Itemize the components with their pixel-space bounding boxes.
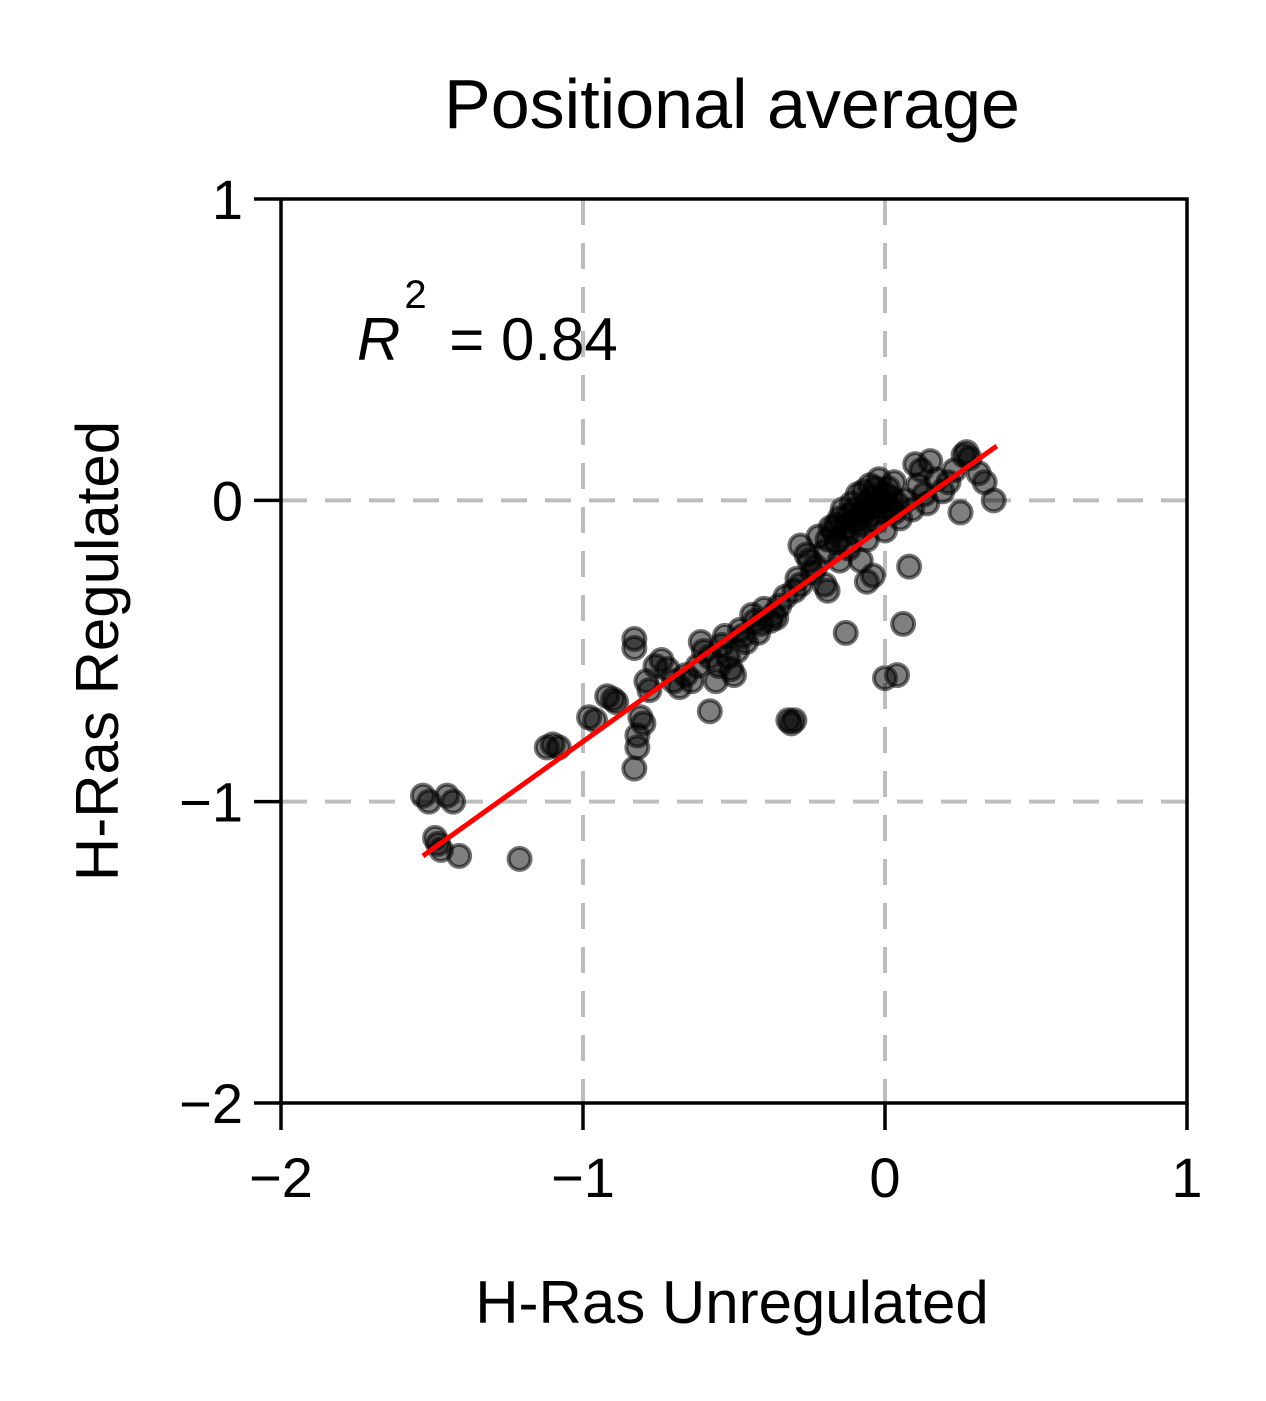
data-point (859, 562, 886, 589)
data-point (814, 577, 841, 604)
x-tick-label: 0 (869, 1146, 900, 1209)
data-point (872, 665, 898, 692)
data-point (506, 845, 533, 872)
y-tick-label: −2 (179, 1072, 243, 1135)
r-symbol: R (357, 306, 400, 373)
data-point (896, 553, 923, 580)
data-point (696, 698, 723, 725)
y-tick-label: −1 (179, 771, 243, 834)
r-squared-annotation: R2 = 0.84 (357, 273, 618, 373)
data-point (624, 734, 651, 761)
x-axis-ticks: −2 −1 0 1 (249, 1103, 1203, 1209)
chart-title: Positional average (444, 65, 1020, 143)
data-point (890, 610, 917, 637)
y-axis-ticks: −2 −1 0 1 (179, 168, 281, 1135)
r-superscript: 2 (404, 273, 426, 317)
regression-line (421, 444, 999, 858)
data-point (446, 842, 473, 869)
data-point (603, 689, 630, 716)
data-point (440, 788, 467, 815)
data-point (721, 662, 747, 689)
data-point (832, 619, 859, 646)
x-tick-label: 1 (1171, 1146, 1202, 1209)
data-point (621, 634, 648, 661)
x-tick-label: −2 (249, 1146, 313, 1209)
scatter-points (409, 439, 1007, 872)
r-value: = 0.84 (433, 306, 618, 373)
data-point (621, 755, 648, 782)
plot-frame (279, 197, 1189, 1105)
y-axis-label: H-Ras Regulated (64, 421, 131, 881)
data-point (980, 487, 1007, 514)
data-point (947, 499, 974, 526)
y-tick-label: 0 (212, 469, 243, 532)
x-tick-label: −1 (551, 1146, 615, 1209)
data-point (781, 707, 808, 734)
data-point (630, 710, 657, 737)
x-axis-label: H-Ras Unregulated (475, 1269, 989, 1336)
y-tick-label: 1 (212, 168, 243, 231)
